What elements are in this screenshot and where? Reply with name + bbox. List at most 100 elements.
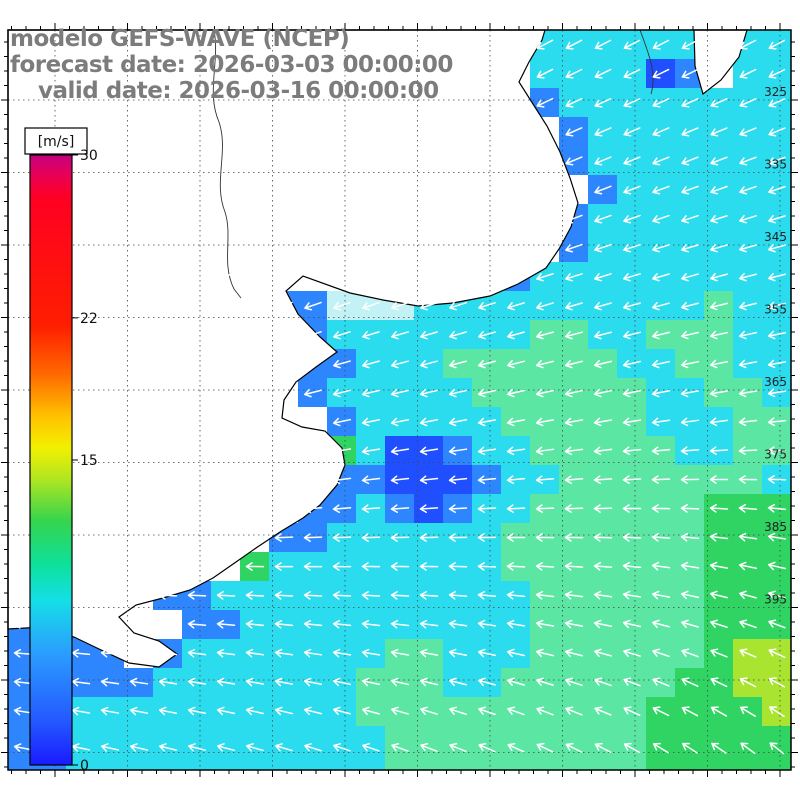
wind-arrow (535, 475, 555, 485)
wind-arrow (564, 446, 584, 456)
wind-arrow (565, 706, 583, 716)
wind-arrow (739, 215, 757, 224)
wind-arrow (565, 127, 583, 137)
wind-arrow (594, 330, 612, 340)
colorbar-tick-label: 15 (80, 453, 98, 469)
wind-arrow (594, 243, 612, 253)
wind-arrow (594, 156, 612, 166)
wind-arrow (680, 359, 700, 369)
wind-arrow (362, 301, 380, 311)
colorbar-tick-label: 0 (80, 758, 89, 774)
wind-arrow (593, 619, 613, 629)
colorbar-tick-label: 22 (80, 311, 98, 327)
wind-arrow (594, 39, 612, 50)
wind-arrow (507, 742, 525, 753)
wind-arrow (13, 677, 33, 687)
wind-arrow (594, 185, 612, 195)
wind-arrow (680, 532, 700, 542)
wind-arrow (738, 532, 758, 542)
wind-arrow (536, 706, 554, 716)
wind-arrow (391, 359, 409, 369)
wind-arrow (767, 359, 787, 369)
wind-arrow (448, 417, 468, 427)
wind-arrow (448, 504, 468, 513)
wind-arrow (187, 706, 207, 716)
wind-arrow (565, 39, 583, 50)
wind-arrow (13, 743, 33, 752)
wind-arrow (535, 388, 555, 398)
wind-arrow (622, 388, 642, 398)
wind-arrow (623, 273, 641, 282)
wind-arrow (565, 214, 583, 224)
wind-arrow (681, 706, 699, 717)
wind-arrow (593, 359, 613, 369)
wind-arrow (652, 98, 670, 108)
lat-label: 385 (764, 520, 787, 534)
wind-arrow (506, 590, 526, 600)
wind-arrow (477, 388, 497, 398)
wind-arrow (362, 743, 380, 752)
wind-arrow (216, 648, 236, 658)
wind-arrow (449, 302, 467, 311)
wind-arrow (274, 619, 294, 629)
wind-arrow (245, 706, 265, 716)
title-block: modelo GEFS-WAVE (NCEP) forecast date: 2… (10, 26, 453, 104)
wind-arrow (651, 590, 671, 600)
wind-arrow (652, 185, 670, 195)
wind-arrow (332, 417, 352, 427)
wind-arrow (710, 185, 728, 195)
wind-arrow (564, 533, 584, 542)
wind-arrow (448, 475, 468, 485)
wind-arrow (390, 562, 410, 571)
wind-arrow (738, 503, 758, 513)
wind-arrow (710, 648, 728, 658)
wind-arrow (681, 244, 699, 253)
wind-arrow (652, 244, 670, 253)
wind-arrow (768, 68, 786, 79)
wind-arrow (709, 475, 729, 484)
wind-arrow (419, 388, 439, 398)
wind-arrow (682, 742, 698, 754)
wind-arrow (709, 417, 729, 427)
axis-ticks (1, 23, 798, 777)
wind-arrow (303, 388, 322, 398)
wind-arrow (449, 677, 467, 687)
wind-arrow (303, 591, 323, 600)
wind-arrow (477, 590, 497, 600)
wind-arrow (622, 619, 642, 629)
wind-arrow (651, 532, 671, 542)
wind-arrow (767, 388, 787, 398)
wind-arrow (565, 97, 583, 108)
colorbar: [m/s] 30 22 15 0 (24, 127, 98, 774)
wind-arrow (739, 590, 757, 600)
wind-arrow (623, 214, 641, 224)
wind-arrow (71, 706, 91, 716)
wind-arrow (304, 301, 322, 311)
wind-arrow (622, 475, 642, 484)
wind-arrow (506, 446, 526, 456)
wind-arrow (681, 619, 699, 629)
wind-arrow (767, 446, 787, 455)
wind-arrow (419, 562, 439, 571)
wind-arrow (535, 619, 555, 629)
wind-arrow (246, 743, 264, 752)
wind-arrow (448, 446, 468, 456)
wind-arrow (652, 301, 670, 311)
wind-arrow (332, 388, 351, 398)
wind-arrow (536, 68, 554, 79)
wind-arrow (477, 533, 497, 542)
wind-arrow (709, 590, 728, 600)
wind-arrow (565, 301, 583, 311)
wind-arrow (652, 619, 670, 629)
wind-arrow (738, 330, 758, 340)
wind-arrow (536, 39, 554, 50)
wind-arrow (738, 561, 758, 571)
wind-arrow (651, 330, 670, 340)
wind-arrow (304, 359, 322, 369)
wind-arrow (158, 648, 178, 658)
wind-arrow (681, 677, 699, 687)
wind-arrow (623, 677, 641, 687)
wind-arrow (506, 417, 526, 427)
wind-arrow (681, 39, 699, 50)
wind-arrow (13, 591, 33, 600)
